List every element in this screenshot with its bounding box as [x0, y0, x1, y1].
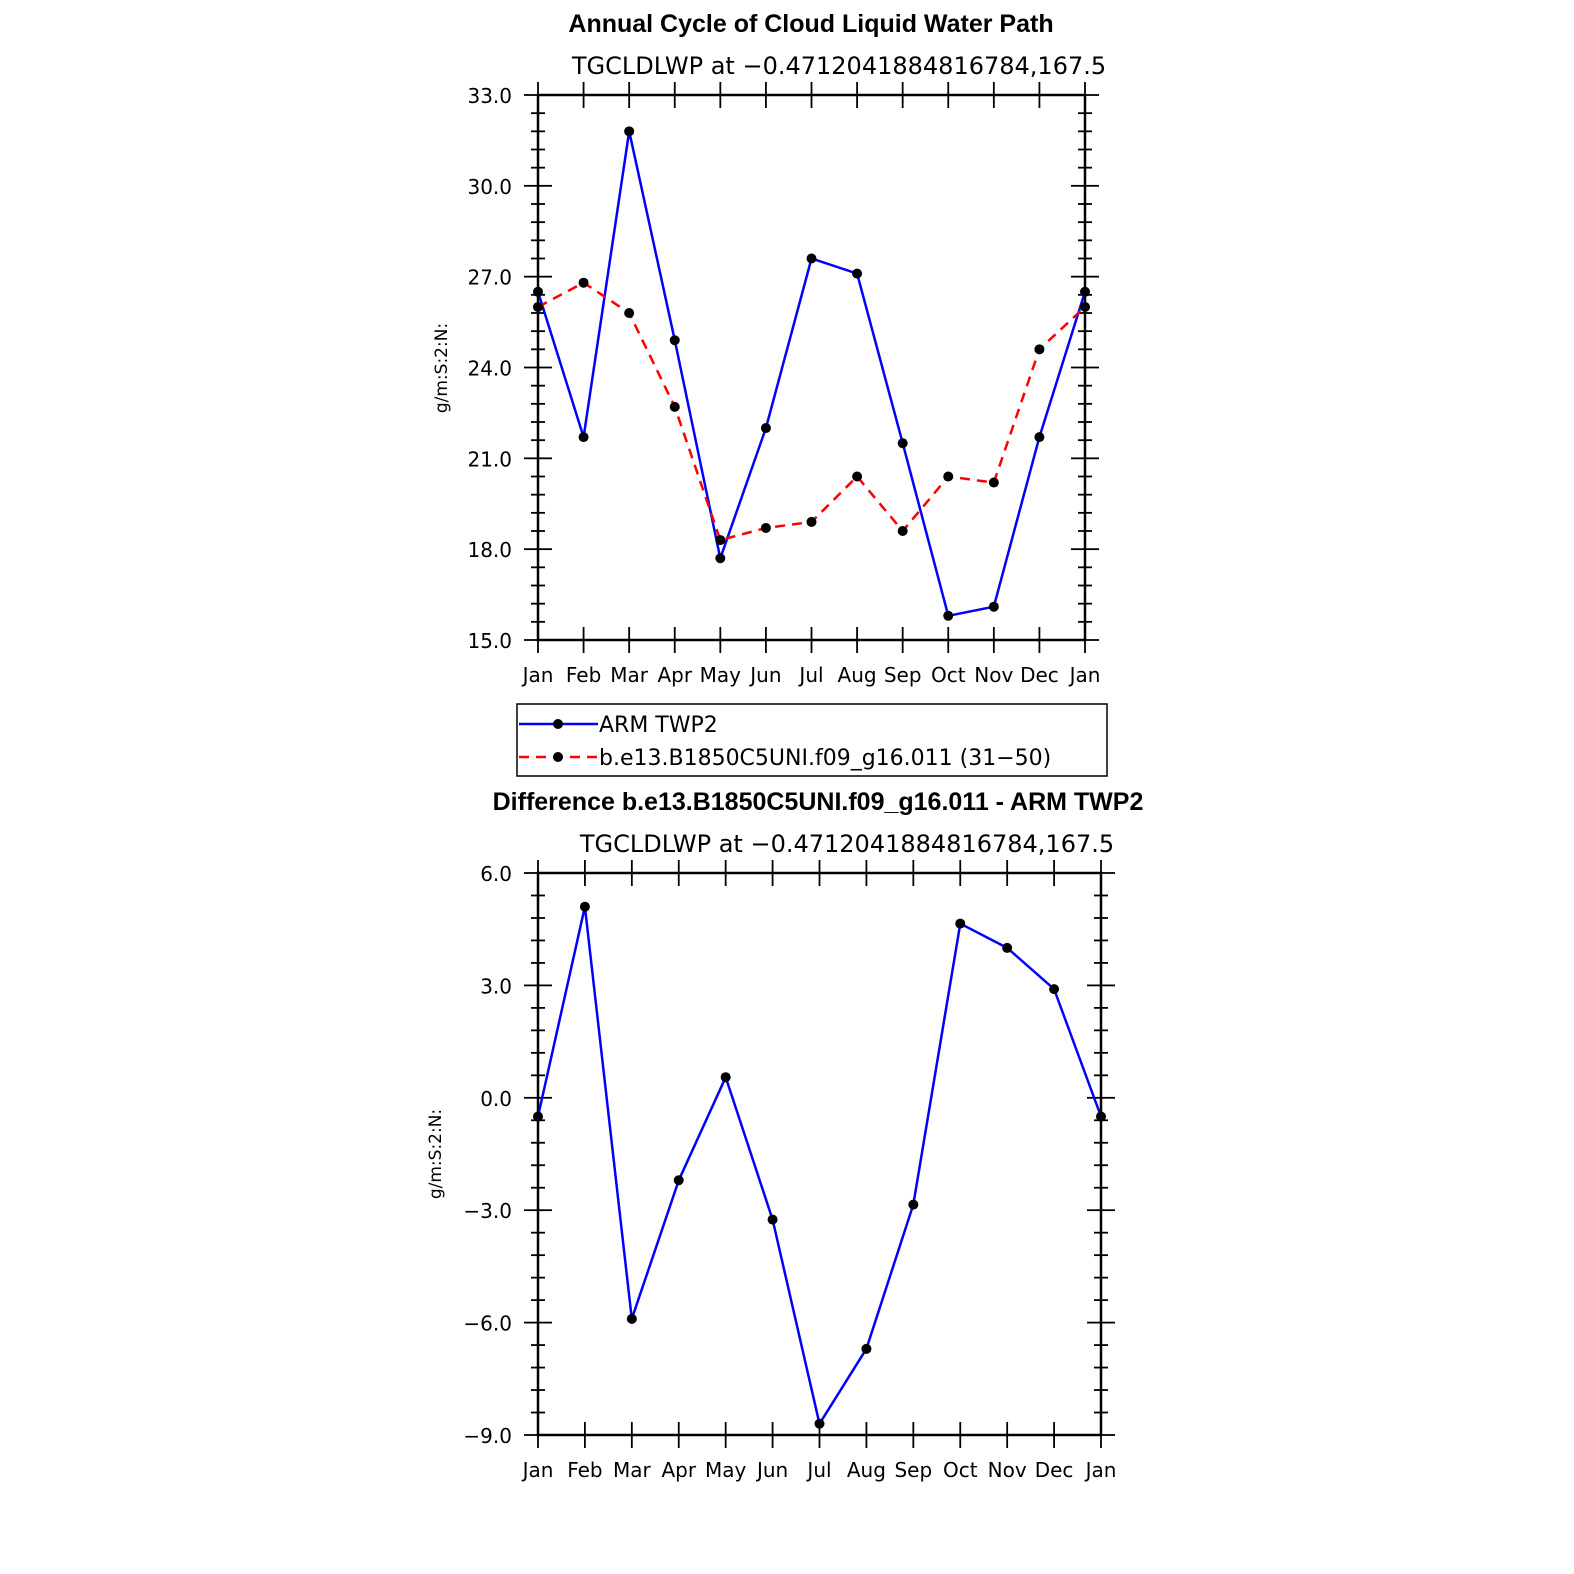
series-line-0: [536, 906, 1103, 1428]
y-tick-label: 33.0: [467, 84, 512, 108]
data-point: [897, 526, 908, 536]
y-tick-label: 18.0: [467, 538, 512, 562]
data-point: [1080, 286, 1090, 297]
chart-subtitle: TGCLDLWP at −0.4712041884816784,167.5: [571, 52, 1106, 80]
x-tick-label: Jan: [1084, 1458, 1117, 1482]
legend-item-arm: ARM TWP2: [519, 713, 718, 738]
legend-marker-arm: [553, 719, 563, 729]
data-point: [669, 401, 680, 412]
x-tick-label: Sep: [894, 1458, 932, 1482]
data-point: [624, 126, 635, 137]
x-tick-label: Jul: [805, 1458, 831, 1482]
series-line-1: [537, 281, 1086, 542]
legend-label-arm: ARM TWP2: [599, 713, 718, 738]
legend-marker-model: [553, 752, 563, 762]
x-tick-label: Oct: [943, 1458, 978, 1482]
x-tick-label: Dec: [1035, 1458, 1074, 1482]
legend-item-model: b.e13.B1850C5UNI.f09_g16.011 (31−50): [519, 746, 1051, 771]
legend-box: [516, 703, 1108, 777]
x-tick-label: Dec: [1020, 663, 1059, 687]
y-tick-label: 30.0: [467, 175, 512, 199]
data-point: [669, 335, 680, 346]
y-tick-label: 27.0: [467, 266, 512, 290]
data-point: [1096, 1111, 1106, 1122]
x-tick-label: Apr: [661, 1458, 696, 1482]
x-tick-label: Jun: [755, 1458, 788, 1482]
x-tick-label: Oct: [931, 663, 966, 687]
x-tick-label: May: [705, 1458, 747, 1482]
data-point: [908, 1199, 919, 1210]
data-point: [760, 522, 771, 533]
legend: ARM TWP2 b.e13.B1850C5UNI.f09_g16.011 (3…: [516, 703, 1108, 777]
x-tick-label: Mar: [613, 1458, 652, 1482]
data-point: [715, 535, 726, 546]
x-tick-label: Jun: [748, 663, 781, 687]
data-point: [1049, 984, 1060, 995]
x-tick-label: Sep: [884, 663, 922, 687]
x-tick-label: Mar: [610, 663, 649, 687]
x-tick-label: Jan: [521, 663, 554, 687]
data-point: [720, 1072, 731, 1083]
data-point: [1034, 432, 1045, 443]
y-tick-label: 6.0: [480, 862, 512, 886]
x-tick-label: Nov: [988, 1458, 1027, 1482]
data-point: [715, 553, 726, 564]
chart-subtitle: TGCLDLWP at −0.4712041884816784,167.5: [579, 830, 1114, 858]
data-point: [852, 471, 863, 482]
x-tick-label: Feb: [567, 1458, 602, 1482]
x-tick-label: Aug: [847, 1458, 886, 1482]
annual-cycle-panel: Annual Cycle of Cloud Liquid Water Path …: [432, 10, 1106, 687]
data-point: [897, 438, 908, 449]
data-point: [578, 432, 589, 443]
y-tick-label: −3.0: [463, 1199, 512, 1223]
legend-label-model: b.e13.B1850C5UNI.f09_g16.011 (31−50): [599, 746, 1051, 771]
data-point: [852, 268, 863, 279]
y-tick-label: 24.0: [467, 357, 512, 381]
data-point: [955, 918, 966, 929]
difference-panel: Difference b.e13.B1850C5UNI.f09_g16.011 …: [426, 788, 1143, 1482]
data-point: [533, 286, 543, 297]
data-point: [943, 610, 954, 621]
x-tick-label: Feb: [566, 663, 601, 687]
data-point: [1002, 942, 1013, 953]
data-point: [1034, 344, 1045, 355]
y-axis-label: g/m:S:2:N:: [432, 323, 452, 413]
plot-frame: [536, 93, 1087, 642]
data-point: [814, 1418, 825, 1429]
data-point: [943, 471, 954, 482]
x-tick-label: Jul: [797, 663, 823, 687]
data-point: [988, 477, 999, 488]
x-tick-label: Jan: [1068, 663, 1101, 687]
x-tick-label: Apr: [657, 663, 692, 687]
data-point: [624, 308, 635, 318]
series-line-0: [536, 131, 1087, 618]
x-tick-label: Nov: [974, 663, 1013, 687]
data-point: [1080, 301, 1090, 312]
x-tick-label: May: [700, 663, 742, 687]
data-point: [861, 1343, 872, 1354]
chart-title: Annual Cycle of Cloud Liquid Water Path: [568, 10, 1053, 38]
x-tick-label: Aug: [838, 663, 877, 687]
y-tick-label: 15.0: [467, 629, 512, 653]
data-point: [578, 277, 589, 288]
y-tick-label: −6.0: [463, 1312, 512, 1336]
data-point: [533, 1111, 543, 1122]
data-point: [806, 253, 817, 264]
y-tick-label: 0.0: [480, 1087, 512, 1111]
data-point: [988, 601, 999, 612]
x-tick-label: Jan: [521, 1458, 554, 1482]
y-tick-label: 21.0: [467, 447, 512, 471]
chart-title: Difference b.e13.B1850C5UNI.f09_g16.011 …: [493, 788, 1144, 816]
data-point: [760, 423, 771, 434]
data-point: [767, 1214, 778, 1225]
data-point: [806, 516, 817, 527]
data-point: [626, 1313, 637, 1324]
y-tick-label: −9.0: [463, 1424, 512, 1448]
data-point: [579, 901, 590, 912]
y-axis-label: g/m:S:2:N:: [426, 1109, 446, 1199]
data-point: [533, 301, 543, 312]
y-tick-label: 3.0: [480, 974, 512, 998]
data-point: [673, 1175, 684, 1186]
